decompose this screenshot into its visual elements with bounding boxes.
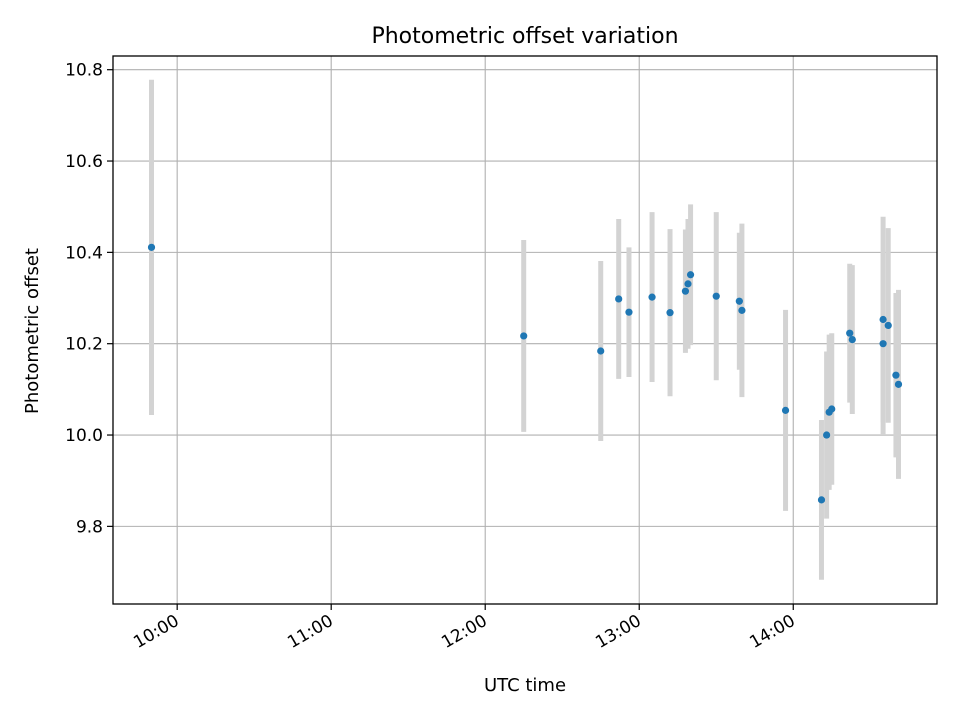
x-tick-label: 12:00 (438, 611, 490, 653)
data-point (666, 309, 674, 317)
data-point (681, 287, 690, 295)
y-tick-label: 10.8 (65, 61, 103, 81)
y-axis-label: Photometric offset (22, 248, 43, 414)
plot-frame (112, 55, 938, 605)
data-point (823, 431, 831, 439)
data-point (817, 496, 826, 504)
x-axis-ticks: 10:00 11:00 12:00 13:00 14:00 (130, 604, 799, 653)
data-point (147, 243, 156, 251)
x-tick-label: 14:00 (746, 611, 798, 653)
data-point (712, 292, 720, 300)
data-point (625, 308, 633, 316)
data-point (684, 280, 692, 288)
y-axis-ticks: 9.8 10.0 10.2 10.4 10.6 10.8 (65, 61, 113, 537)
y-tick-label: 10.4 (65, 243, 103, 263)
data-point (738, 306, 746, 314)
data-point (520, 332, 528, 340)
data-points (147, 243, 903, 504)
data-point (848, 335, 856, 344)
data-point (828, 405, 836, 413)
data-point (686, 271, 695, 279)
x-axis-label: UTC time (484, 675, 566, 696)
data-point (735, 297, 743, 305)
data-point (879, 315, 887, 324)
data-point (884, 321, 892, 330)
x-tick-label: 13:00 (592, 611, 644, 653)
data-point (846, 329, 854, 337)
data-point (615, 295, 623, 303)
data-point (879, 340, 887, 348)
x-tick-label: 11:00 (284, 611, 336, 653)
y-tick-label: 10.0 (65, 426, 103, 446)
error-bars (149, 79, 901, 580)
data-point (894, 380, 903, 388)
y-tick-label: 10.2 (65, 335, 103, 355)
x-tick-label: 10:00 (130, 611, 182, 653)
y-tick-label: 9.8 (76, 517, 103, 537)
chart-title: Photometric offset variation (371, 24, 678, 49)
y-tick-label: 10.6 (65, 152, 103, 172)
data-point (781, 406, 790, 414)
data-point (892, 371, 900, 379)
data-point (597, 347, 605, 355)
data-point (648, 293, 656, 301)
